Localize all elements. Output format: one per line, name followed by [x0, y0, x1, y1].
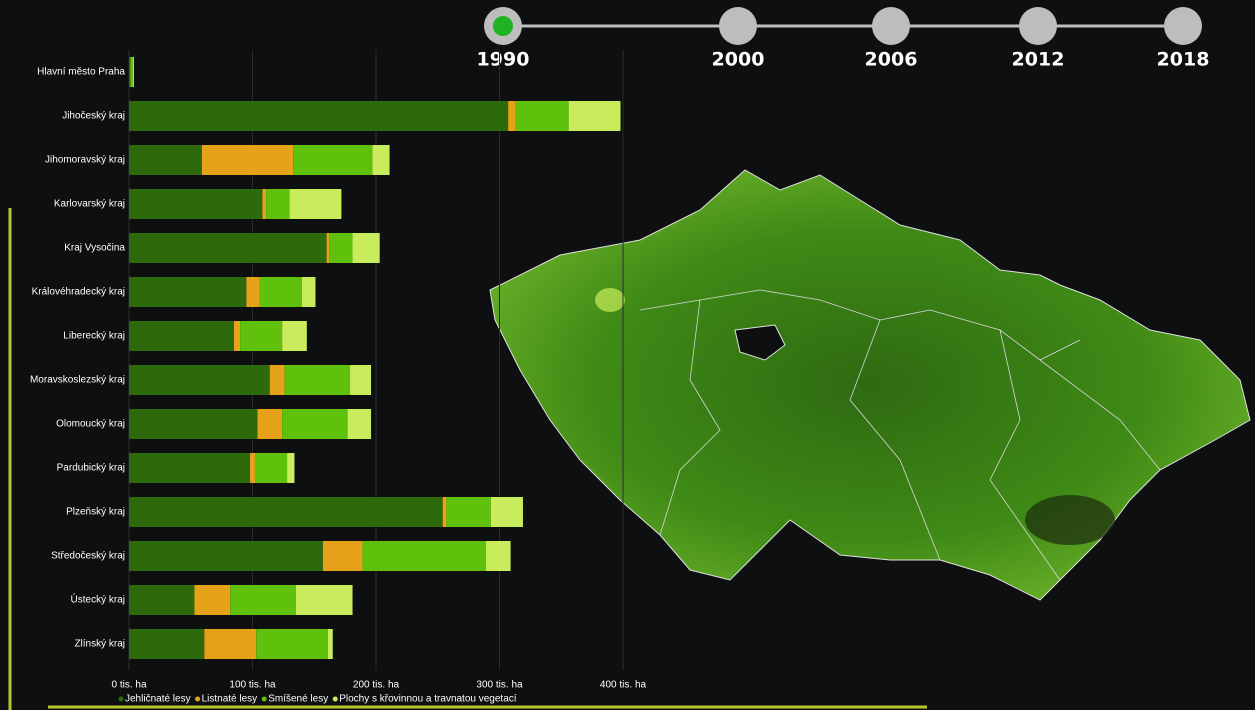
- timeline-year[interactable]: 2000: [712, 49, 765, 71]
- bar-segment: [282, 321, 307, 351]
- bar-segment: [202, 145, 293, 175]
- y-tick-label: Ústecký kraj: [71, 593, 125, 606]
- bar-segment: [285, 365, 350, 395]
- bar-segment: [516, 101, 569, 131]
- bar-segment: [327, 233, 329, 263]
- bar-segment: [329, 233, 352, 263]
- bar-segment: [255, 453, 287, 483]
- bar-segment: [129, 321, 234, 351]
- bar-segment: [446, 497, 490, 527]
- map-texture: [595, 288, 625, 312]
- bar-segment: [204, 629, 256, 659]
- legend-marker: [195, 697, 200, 702]
- timeline-active: [493, 16, 513, 36]
- bar-segment: [250, 453, 255, 483]
- bar-segment: [129, 409, 257, 439]
- y-tick-label: Zlínský kraj: [74, 639, 125, 650]
- bar-segment: [129, 453, 250, 483]
- y-tick-label: Karlovarský kraj: [54, 199, 125, 210]
- timeline: 1990 2000 2006 2012 2018: [477, 7, 1210, 71]
- bar-segment: [262, 189, 266, 219]
- legend-marker: [262, 697, 267, 702]
- bar-segment: [287, 453, 294, 483]
- bar-segment: [129, 145, 202, 175]
- bar-segment: [270, 365, 285, 395]
- map-texture: [1025, 495, 1115, 545]
- bar-segment: [257, 409, 282, 439]
- bar-segment: [129, 585, 194, 615]
- y-tick-label: Plzeňský kraj: [66, 507, 125, 518]
- y-tick-label: Moravskoslezský kraj: [30, 375, 125, 386]
- bar-segment: [230, 585, 295, 615]
- x-tick-label: 200 tis. ha: [353, 680, 400, 691]
- y-tick-label: Pardubický kraj: [57, 463, 125, 474]
- map-shape: [490, 170, 1250, 600]
- bar-segment: [508, 101, 515, 131]
- bar-segment: [246, 277, 260, 307]
- bar-segment: [133, 57, 134, 87]
- x-tick-label: 400 tis. ha: [600, 680, 647, 691]
- bar-segment: [256, 629, 328, 659]
- bar-segment: [569, 101, 621, 131]
- bar-segment: [234, 321, 240, 351]
- y-tick-label: Liberecký kraj: [63, 331, 125, 342]
- bar-segment: [129, 541, 323, 571]
- map: [490, 170, 1250, 600]
- y-tick-label: Kraj Vysočina: [64, 243, 125, 254]
- timeline-node[interactable]: [1019, 7, 1057, 45]
- bar-segment: [240, 321, 282, 351]
- dashboard: 1990 2000 2006 2012 2018 0 tis. ha 100 tis. h…: [0, 0, 1255, 710]
- bar-segment: [260, 277, 302, 307]
- timeline-year[interactable]: 1990: [477, 49, 530, 71]
- bar-segment: [443, 497, 447, 527]
- x-tick-label: 0 tis. ha: [111, 680, 146, 691]
- y-tick-label: Královéhradecký kraj: [32, 287, 125, 298]
- y-tick-label: Hlavní město Praha: [37, 67, 125, 78]
- legend-label: Listnaté lesy: [202, 694, 258, 705]
- bar-segment: [129, 189, 262, 219]
- timeline-year[interactable]: 2018: [1157, 49, 1210, 71]
- x-tick-label: 300 tis. ha: [476, 680, 523, 691]
- bar-segment: [129, 365, 270, 395]
- timeline-year[interactable]: 2012: [1012, 49, 1065, 71]
- bar-segment: [129, 101, 508, 131]
- bar-segment: [129, 233, 327, 263]
- legend-label: Plochy s křovinnou a travnatou vegetací: [339, 694, 517, 705]
- bar-segment: [266, 189, 289, 219]
- timeline-node[interactable]: [872, 7, 910, 45]
- legend-label: Jehličnaté lesy: [125, 694, 191, 705]
- bar-segment: [323, 541, 363, 571]
- bar-segment: [130, 57, 132, 87]
- y-tick-label: Středočeský kraj: [51, 551, 125, 562]
- bar-segment: [293, 145, 372, 175]
- bar-segment: [129, 277, 246, 307]
- y-tick-label: Olomoucký kraj: [56, 419, 125, 430]
- legend-marker: [333, 697, 338, 702]
- bar-segment: [129, 57, 130, 87]
- bar-segment: [350, 365, 371, 395]
- y-tick-label: Jihočeský kraj: [62, 111, 125, 122]
- bar-segment: [194, 585, 230, 615]
- legend-label: Smíšené lesy: [268, 694, 328, 705]
- bar-segment: [486, 541, 511, 571]
- bar-segment: [348, 409, 371, 439]
- bar-segment: [328, 629, 333, 659]
- bar-segment: [353, 233, 380, 263]
- bar-segment: [302, 277, 316, 307]
- bar-segment: [372, 145, 389, 175]
- timeline-year[interactable]: 2006: [865, 49, 918, 71]
- bar-segment: [129, 497, 443, 527]
- bar-segment: [129, 629, 204, 659]
- x-tick-label: 100 tis. ha: [229, 680, 276, 691]
- bar-segment: [362, 541, 486, 571]
- bar-segment: [491, 497, 523, 527]
- timeline-node[interactable]: [719, 7, 757, 45]
- bar-segment: [290, 189, 342, 219]
- timeline-node[interactable]: [1164, 7, 1202, 45]
- bar-segment: [296, 585, 353, 615]
- legend-marker: [119, 697, 124, 702]
- y-tick-label: Jihomoravský kraj: [45, 155, 125, 166]
- bar-segment: [282, 409, 347, 439]
